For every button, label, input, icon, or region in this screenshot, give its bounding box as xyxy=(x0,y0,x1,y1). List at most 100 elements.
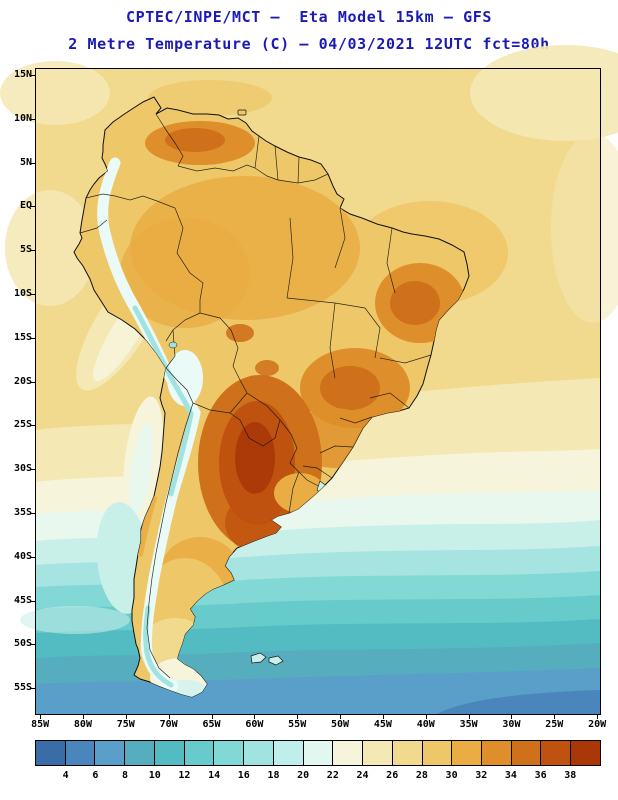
lon-tick-label: 40W xyxy=(416,719,435,730)
lon-tick-label: 80W xyxy=(73,719,92,730)
colorbar-segment xyxy=(541,741,572,765)
lat-tick-label: 10N xyxy=(13,112,32,124)
lat-tick-label: 15N xyxy=(13,69,32,80)
colorbar-segment xyxy=(184,741,215,765)
lon-tick-mark xyxy=(82,715,84,719)
colorbar-segment xyxy=(422,741,453,765)
temperature-map xyxy=(0,45,618,715)
lon-tick-label: 60W xyxy=(245,719,264,730)
lat-tick-mark xyxy=(30,469,35,471)
lat-tick-label: 35S xyxy=(13,507,32,518)
colorbar-tick-label: 32 xyxy=(475,770,488,781)
lat-tick-label: 55S xyxy=(13,682,32,694)
lon-tick-label: 20W xyxy=(588,719,607,730)
colorbar-tick-label: 12 xyxy=(178,770,191,781)
lat-tick-label: 30S xyxy=(13,463,32,475)
colorbar-segment xyxy=(511,741,542,765)
colorbar-tick-label: 10 xyxy=(148,770,161,781)
colorbar-tick-label: 36 xyxy=(534,770,547,781)
lon-tick-label: 45W xyxy=(373,719,392,730)
colorbar-tick-label: 30 xyxy=(445,770,458,781)
lon-tick-mark xyxy=(211,715,213,719)
lon-tick-mark xyxy=(40,715,42,719)
colorbar-segment xyxy=(482,741,512,765)
colorbar-segment xyxy=(36,741,66,765)
lon-tick-mark xyxy=(254,715,256,719)
colorbar-tick-label: 18 xyxy=(267,770,280,781)
lat-tick-mark xyxy=(30,425,35,427)
lon-tick-mark xyxy=(125,715,127,719)
lon-tick-mark xyxy=(554,715,556,719)
field-title: 2 Metre Temperature (C) – 04/03/2021 12U… xyxy=(68,35,550,53)
lat-tick-mark xyxy=(30,644,35,646)
lat-tick-label: 10S xyxy=(13,288,32,299)
lon-tick-label: 65W xyxy=(202,719,221,730)
lat-tick-mark xyxy=(30,381,35,383)
colorbar-tick-label: 24 xyxy=(356,770,369,781)
ocean-temperature-field xyxy=(0,45,618,715)
colorbar-tick-label: 6 xyxy=(92,770,99,781)
lon-tick-label: 75W xyxy=(116,719,135,730)
lat-tick-label: 40S xyxy=(13,550,32,562)
colorbar-tick-label: 22 xyxy=(326,770,339,781)
lon-tick-mark xyxy=(597,715,599,719)
lon-tick-mark xyxy=(340,715,342,719)
colorbar-segment xyxy=(95,741,126,765)
colorbar-segment xyxy=(392,741,423,765)
lake-titicaca xyxy=(168,341,178,349)
colorbar-tick-label: 8 xyxy=(122,770,129,781)
colorbar-segment xyxy=(303,741,334,765)
lon-tick-label: 50W xyxy=(331,719,350,730)
country-borders xyxy=(79,113,432,679)
colorbar-tick-label: 26 xyxy=(386,770,399,781)
south-america-landmass xyxy=(73,96,470,698)
lat-tick-mark xyxy=(30,206,35,208)
colorbar-segment xyxy=(571,741,600,765)
lon-tick-label: 70W xyxy=(159,719,178,730)
model-title: CPTEC/INPE/MCT – Eta Model 15km – GFS xyxy=(126,8,492,26)
colorbar-tick-label: 20 xyxy=(297,770,310,781)
colorbar-segment xyxy=(125,741,155,765)
lat-tick-label: 5S xyxy=(19,244,32,256)
lat-tick-mark xyxy=(30,600,35,602)
colorbar-tick-label: 14 xyxy=(208,770,221,781)
lat-tick-mark xyxy=(30,556,35,558)
lon-tick-label: 35W xyxy=(459,719,478,730)
colorbar-segment xyxy=(452,741,483,765)
lat-tick-mark xyxy=(30,337,35,339)
lat-tick-mark xyxy=(30,75,35,76)
colorbar-segment xyxy=(244,741,274,765)
map-frame xyxy=(35,68,601,715)
lon-tick-label: 85W xyxy=(31,719,50,730)
lat-tick-label: 15S xyxy=(13,331,32,343)
lon-tick-mark xyxy=(425,715,427,719)
lon-tick-mark xyxy=(468,715,470,719)
lat-tick-mark xyxy=(30,162,35,164)
colorbar-tick-label: 4 xyxy=(62,770,69,781)
lat-tick-mark xyxy=(30,513,35,514)
colorbar-tick-label: 28 xyxy=(415,770,428,781)
lat-tick-mark xyxy=(30,118,35,120)
lon-tick-mark xyxy=(297,715,299,719)
colorbar-tick-label: 34 xyxy=(504,770,517,781)
trinidad-island xyxy=(237,109,247,116)
colorbar-segment xyxy=(65,741,96,765)
falkland-islands xyxy=(250,652,284,666)
lon-tick-mark xyxy=(511,715,513,719)
lon-tick-mark xyxy=(382,715,384,719)
lat-tick-label: 25S xyxy=(13,419,32,431)
lat-tick-mark xyxy=(30,688,35,690)
colorbar-segment xyxy=(363,741,393,765)
lon-tick-mark xyxy=(168,715,170,719)
colorbar-segment xyxy=(214,741,245,765)
lat-tick-mark xyxy=(30,294,35,295)
colorbar-segment xyxy=(273,741,304,765)
temperature-colorbar xyxy=(35,740,601,766)
lat-tick-label: 20S xyxy=(13,375,32,387)
lat-tick-label: 45S xyxy=(13,594,32,606)
lat-tick-label: 5N xyxy=(19,156,32,168)
lon-tick-label: 30W xyxy=(502,719,521,730)
colorbar-tick-label: 16 xyxy=(237,770,250,781)
lon-tick-label: 55W xyxy=(288,719,307,730)
